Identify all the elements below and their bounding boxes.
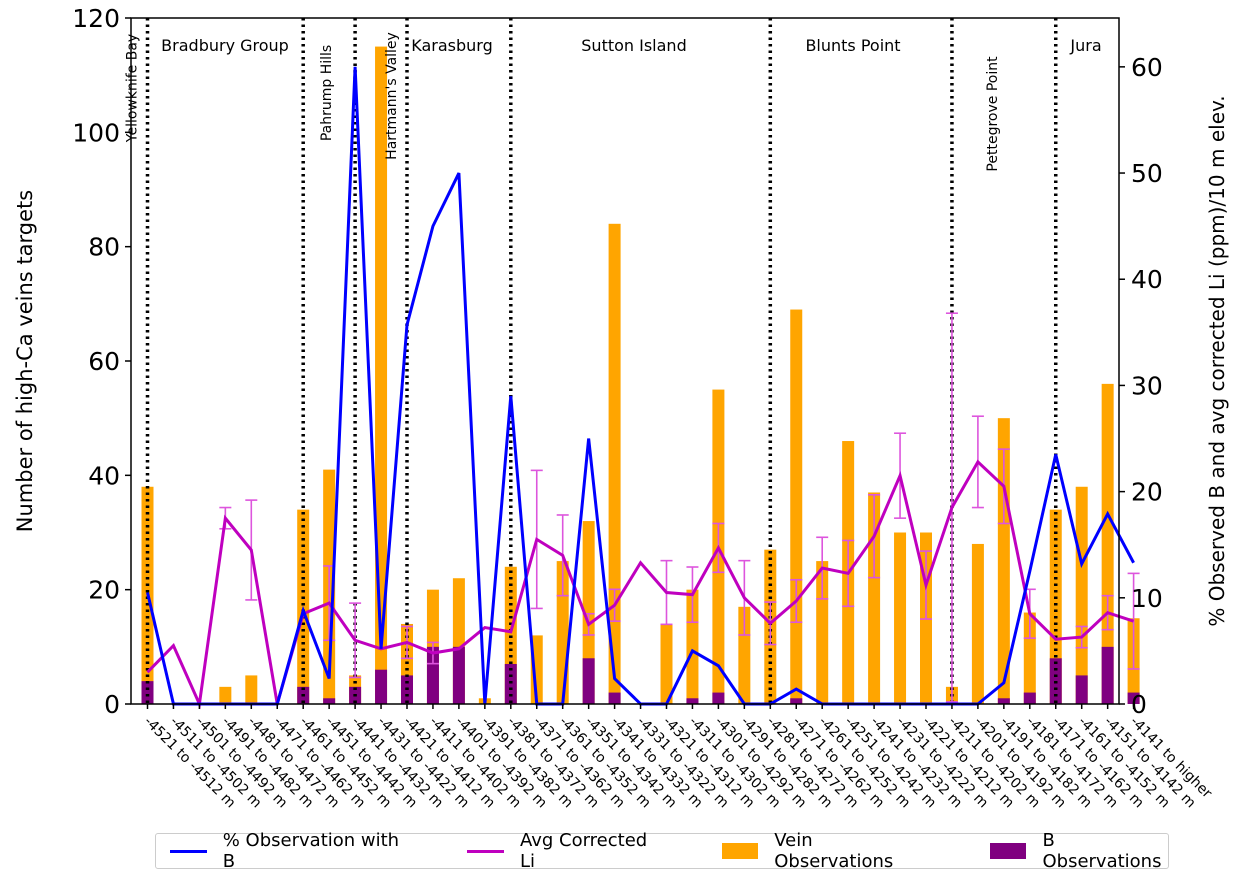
y2-tick-label: 0 — [1131, 690, 1147, 719]
legend-item-b-obs: B Observations — [980, 830, 1168, 872]
region-dividers — [145, 18, 1058, 704]
region-label: Bradbury Group — [161, 36, 289, 55]
legend-swatch — [467, 849, 504, 853]
vein-bar — [219, 686, 232, 704]
region-labels: Yellowknife Bay Bradbury Group Pahrump Hil… — [125, 32, 1102, 171]
y2-axis-label: % Observed B and avg corrected Li (ppm)/… — [1205, 95, 1229, 626]
region-label: Sutton Island — [581, 36, 686, 55]
y-tick-label: 40 — [88, 461, 120, 490]
b-bar — [608, 692, 621, 704]
vein-bar — [1049, 509, 1062, 704]
vein-bar — [816, 561, 829, 704]
vein-bar — [686, 589, 699, 704]
b-bar — [141, 681, 154, 704]
y2-tick-label: 10 — [1131, 584, 1163, 613]
b-bar — [375, 669, 388, 704]
vein-bar — [1075, 486, 1088, 704]
vein-observation-bars — [141, 46, 1140, 705]
y-tick-label: 20 — [88, 576, 120, 605]
legend-item-vein: Vein Observations — [712, 830, 924, 872]
y2-tick-label: 20 — [1131, 478, 1163, 507]
vein-bar — [608, 223, 621, 705]
b-bar — [1101, 646, 1114, 704]
y-tick-label: 80 — [88, 233, 120, 262]
b-bar — [582, 658, 595, 704]
region-label: Yellowknife Bay — [125, 34, 141, 143]
region-label: Pahrump Hills — [319, 45, 335, 141]
region-label: Blunts Point — [805, 36, 900, 55]
b-bar — [1023, 692, 1036, 704]
y-axis-label: Number of high-Ca veins targets — [13, 190, 37, 532]
li-line — [146, 459, 1135, 710]
b-bar — [1075, 675, 1088, 704]
y-tick-label: 100 — [72, 118, 120, 147]
b-bar — [323, 698, 336, 704]
b-bar — [790, 698, 803, 704]
vein-bar — [738, 606, 751, 704]
legend-item-li: Avg Corrected Li — [457, 830, 655, 872]
region-label: Hartmann's Valley — [384, 32, 400, 160]
b-bar — [1127, 692, 1140, 704]
region-label: Karasburg — [411, 36, 492, 55]
vein-bar — [971, 543, 984, 704]
b-bar — [426, 646, 439, 704]
b-bar — [997, 698, 1010, 704]
vein-bar — [660, 623, 673, 704]
region-label: Pettegrove Point — [985, 56, 1001, 172]
y2-tick-label: 40 — [1131, 265, 1163, 294]
legend-swatch — [989, 843, 1027, 859]
b-bar — [712, 692, 725, 704]
legend-label: Vein Observations — [774, 830, 894, 872]
b-observation-bars — [141, 646, 1140, 704]
y-tick-label: 60 — [88, 347, 120, 376]
y2-tick-label: 50 — [1131, 159, 1163, 188]
legend-label: Avg Corrected Li — [519, 830, 648, 872]
legend-swatch — [170, 849, 207, 853]
left-axis: 0 20 40 60 80 100 120 — [72, 4, 131, 719]
b-bar — [686, 698, 699, 704]
vein-bar — [1023, 612, 1036, 704]
y2-tick-label: 60 — [1131, 53, 1163, 82]
y-tick-label: 0 — [104, 690, 120, 719]
vein-bar — [245, 675, 258, 704]
legend-swatch — [721, 843, 759, 859]
legend-item-b-percent: % Observation with B — [160, 830, 401, 872]
vein-bar — [790, 309, 803, 704]
y-tick-label: 120 — [72, 4, 120, 33]
vein-bar — [894, 532, 907, 704]
vein-bar — [997, 418, 1010, 704]
legend: % Observation with B Avg Corrected Li Ve… — [155, 830, 1169, 872]
vein-bar — [375, 46, 388, 705]
vein-bar — [1101, 383, 1114, 704]
region-label: Jura — [1069, 36, 1101, 55]
plot-frame — [130, 17, 1120, 705]
b-bar — [452, 646, 465, 704]
b-bar — [504, 663, 517, 704]
y2-tick-label: 30 — [1131, 371, 1163, 400]
x-axis: -4521 to -4512 m-4511 to -4502 m-4501 to… — [141, 704, 1215, 811]
right-axis: 0 10 20 30 40 50 60 — [1119, 53, 1163, 719]
legend-label: B Observations — [1042, 830, 1162, 872]
vein-bar — [868, 492, 881, 704]
legend-label: % Observation with B — [222, 830, 400, 872]
